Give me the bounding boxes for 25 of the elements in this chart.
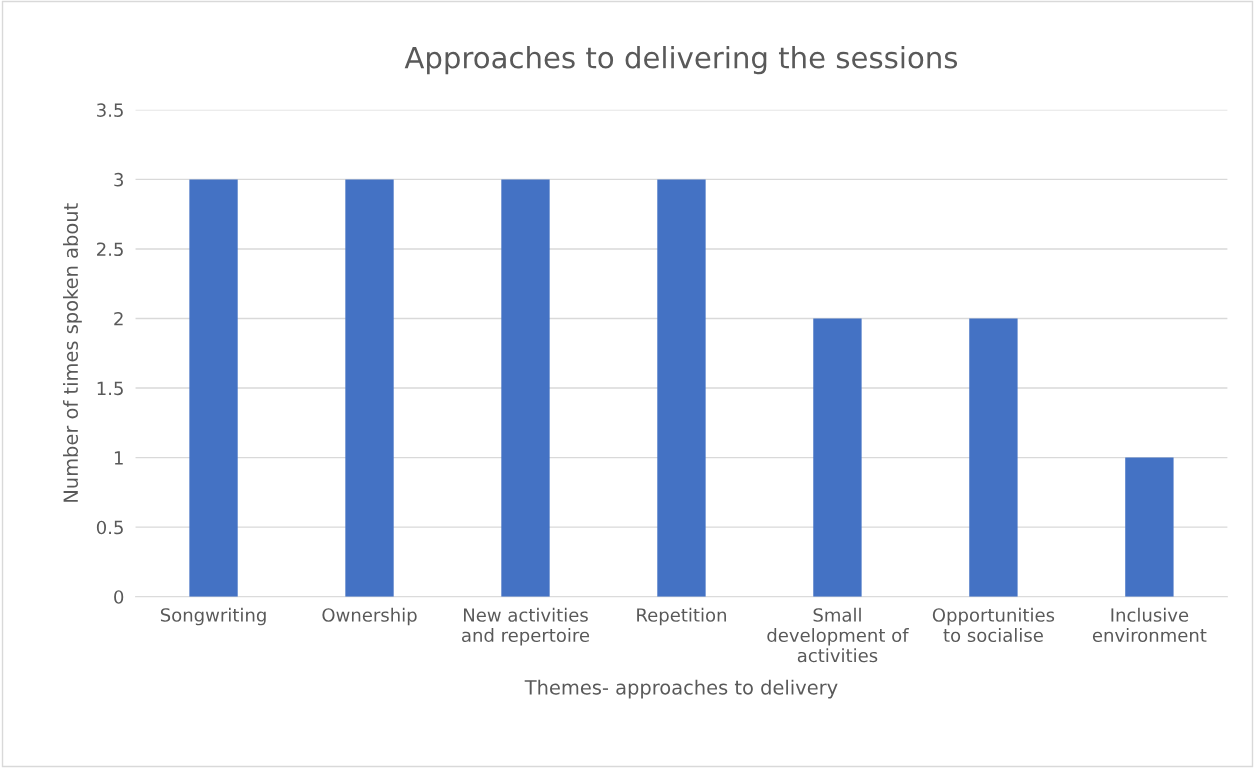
y-tick-label: 1 bbox=[114, 451, 123, 465]
x-tick-label: Inclusive environment bbox=[1092, 607, 1207, 643]
y-tick-label: 2 bbox=[114, 311, 123, 326]
chart-title: Approaches to delivering the sessions bbox=[404, 46, 958, 75]
x-tick-label: Small development of activities bbox=[767, 607, 909, 663]
y-tick-label: 3.5 bbox=[97, 103, 123, 117]
bar bbox=[813, 318, 862, 597]
y-tick-label: 2.5 bbox=[97, 242, 123, 257]
y-tick-label: 0.5 bbox=[96, 520, 123, 535]
bar bbox=[1125, 457, 1174, 597]
bar bbox=[969, 318, 1018, 597]
x-axis-title: Themes- approaches to delivery bbox=[524, 679, 838, 699]
y-tick-label: 0 bbox=[114, 590, 124, 604]
bar bbox=[345, 179, 394, 597]
x-tick-label: Songwriting bbox=[160, 607, 266, 626]
bar bbox=[657, 179, 706, 597]
y-tick-label: 3 bbox=[114, 172, 123, 187]
y-tick-label: 1.5 bbox=[97, 381, 123, 396]
y-axis-title: Number of times spoken about bbox=[63, 203, 82, 502]
x-tick-label: New activities and repertoire bbox=[462, 607, 590, 646]
x-tick-label: Repetition bbox=[637, 607, 726, 626]
x-tick-label: Opportunities to socialise bbox=[932, 607, 1055, 643]
bar bbox=[189, 179, 238, 597]
x-tick-label: Ownership bbox=[322, 607, 417, 626]
bar bbox=[501, 179, 550, 597]
